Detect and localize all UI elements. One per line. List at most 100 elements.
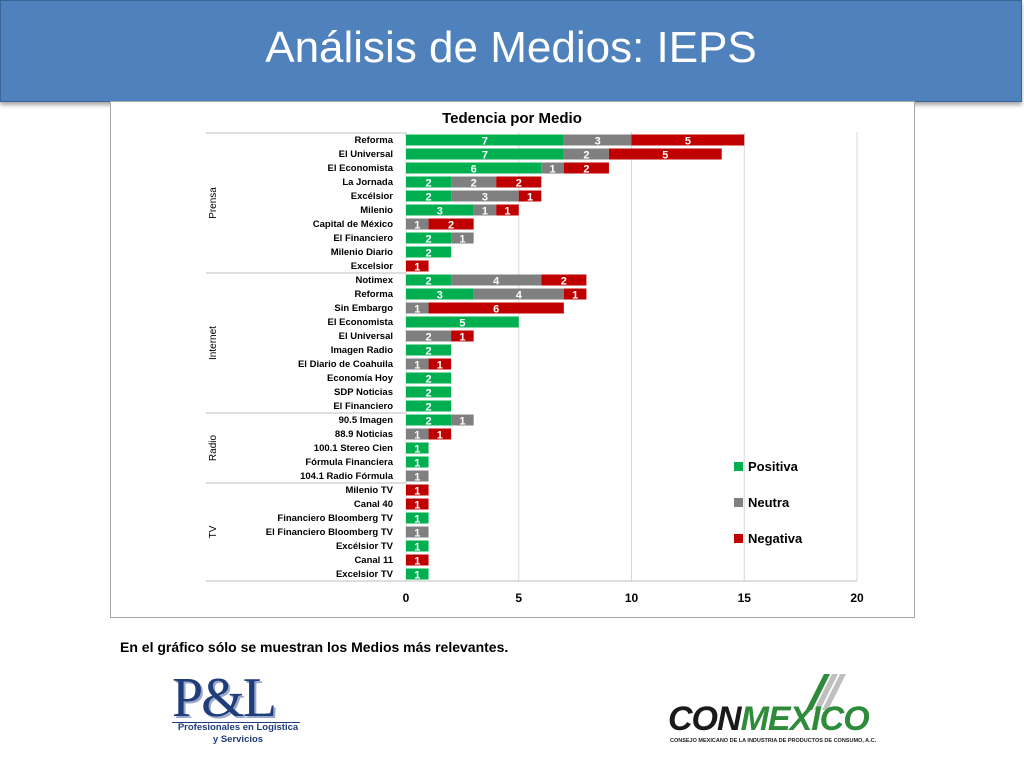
data-label: 1 xyxy=(459,416,465,428)
category-label: El Financiero xyxy=(333,401,393,412)
data-label: 1 xyxy=(414,542,420,554)
data-label: 2 xyxy=(561,276,567,288)
bar-segment xyxy=(406,470,429,482)
data-label: 1 xyxy=(414,444,420,456)
data-label: 2 xyxy=(583,164,589,176)
bar-segment xyxy=(428,358,452,370)
x-tick-label: 5 xyxy=(515,591,522,605)
data-label: 1 xyxy=(550,164,556,176)
data-label: 1 xyxy=(414,500,420,512)
pl-logo-line2: y Servicios xyxy=(212,734,264,745)
category-label: Excelsior xyxy=(351,261,394,272)
data-label: 1 xyxy=(414,220,420,232)
bar-segment xyxy=(406,232,452,244)
bar-segment xyxy=(563,162,609,174)
conmexico-stripes-icon xyxy=(806,674,846,710)
bar-segment xyxy=(406,176,452,188)
title-bar: Análisis de Medios: IEPS xyxy=(0,0,1022,102)
bar-segment xyxy=(406,512,429,524)
data-label: 1 xyxy=(414,430,420,442)
legend-swatch xyxy=(734,498,743,507)
bar-segment xyxy=(406,246,452,258)
bar-segment xyxy=(406,218,429,230)
bar-segment xyxy=(608,148,722,160)
data-label: 2 xyxy=(425,234,431,246)
category-label: Notimex xyxy=(356,275,394,286)
bar-segment xyxy=(406,302,429,314)
category-label: Imagen Radio xyxy=(331,345,393,356)
data-label: 2 xyxy=(425,276,431,288)
bar-segment xyxy=(406,400,452,412)
data-label: 1 xyxy=(414,472,420,484)
conmexico-subtitle: CONSEJO MEXICANO DE LA INDUSTRIA DE PROD… xyxy=(670,738,877,744)
data-label: 2 xyxy=(425,388,431,400)
bar-segment xyxy=(496,204,519,216)
bar-segment xyxy=(406,344,452,356)
data-label: 2 xyxy=(425,192,431,204)
category-label: El Financiero xyxy=(333,233,393,244)
bar-segment xyxy=(406,148,564,160)
category-label: SDP Noticias xyxy=(334,387,393,398)
category-label: La Jornada xyxy=(342,177,393,188)
pl-logo: P&L Profesionales en Logística y Servici… xyxy=(170,667,310,752)
category-label: 90.5 Imagen xyxy=(339,415,394,426)
bar-segment xyxy=(406,288,474,300)
data-label: 4 xyxy=(516,290,523,302)
data-label: 2 xyxy=(516,178,522,190)
data-label: 1 xyxy=(482,206,488,218)
data-label: 7 xyxy=(482,150,488,162)
category-label: Excélsior TV xyxy=(336,541,394,552)
bar-segment xyxy=(406,260,429,272)
category-label: El Economista xyxy=(328,317,394,328)
x-tick-label: 0 xyxy=(403,591,410,605)
bar-segment xyxy=(563,148,609,160)
bar-segment xyxy=(406,372,452,384)
data-label: 1 xyxy=(437,430,443,442)
category-label: Excélsior xyxy=(351,191,394,202)
data-label: 1 xyxy=(414,570,420,582)
legend-label: Positiva xyxy=(748,459,799,474)
category-label: Financiero Bloomberg TV xyxy=(277,513,393,524)
conmexico-wordmark: CONMEXICO xyxy=(668,700,870,739)
bar-segment xyxy=(451,232,474,244)
bar-segment xyxy=(406,568,429,580)
data-label: 1 xyxy=(437,360,443,372)
data-label: 7 xyxy=(482,136,488,148)
group-label: Prensa xyxy=(208,187,219,219)
bar-segment xyxy=(473,204,497,216)
pl-logo-subtitle: Profesionales en Logística y Servicios xyxy=(170,722,306,746)
data-label: 1 xyxy=(504,206,510,218)
chart-note: En el gráfico sólo se muestran los Medio… xyxy=(120,639,509,655)
bar-segment xyxy=(406,526,429,538)
data-label: 3 xyxy=(437,206,443,218)
data-label: 2 xyxy=(425,332,431,344)
category-label: 88.9 Noticias xyxy=(335,429,393,440)
category-label: Milenio TV xyxy=(346,485,394,496)
bar-segment xyxy=(451,274,542,286)
category-label: Reforma xyxy=(354,289,393,300)
data-label: 2 xyxy=(448,220,454,232)
pl-logo-line1: Profesionales en Logística xyxy=(177,722,299,733)
bar-segment xyxy=(428,302,564,314)
data-label: 1 xyxy=(572,290,578,302)
bar-segment xyxy=(406,316,519,328)
data-label: 1 xyxy=(527,192,533,204)
bar-segment xyxy=(406,134,564,146)
bar-segment xyxy=(406,428,429,440)
bar-segment xyxy=(563,288,587,300)
legend-swatch xyxy=(734,534,743,543)
bar-segment xyxy=(518,190,542,202)
data-label: 1 xyxy=(414,262,420,274)
category-label: 100.1 Stereo Cien xyxy=(314,443,393,454)
x-tick-label: 10 xyxy=(625,591,639,605)
category-label: Capital de México xyxy=(313,219,393,230)
bar-segment xyxy=(406,414,452,426)
conmexico-logo: CONMEXICO CONSEJO MEXICANO DE LA INDUSTR… xyxy=(668,672,877,750)
chart-frame: Tedencia por Medio 0 5 10 15 20 Reforma 7 3 5 El U… xyxy=(110,101,915,618)
legend-label: Neutra xyxy=(748,495,790,510)
bar-segment xyxy=(473,288,564,300)
bar-segment xyxy=(541,162,564,174)
group-label: TV xyxy=(208,525,219,538)
category-label: El Economista xyxy=(328,163,394,174)
